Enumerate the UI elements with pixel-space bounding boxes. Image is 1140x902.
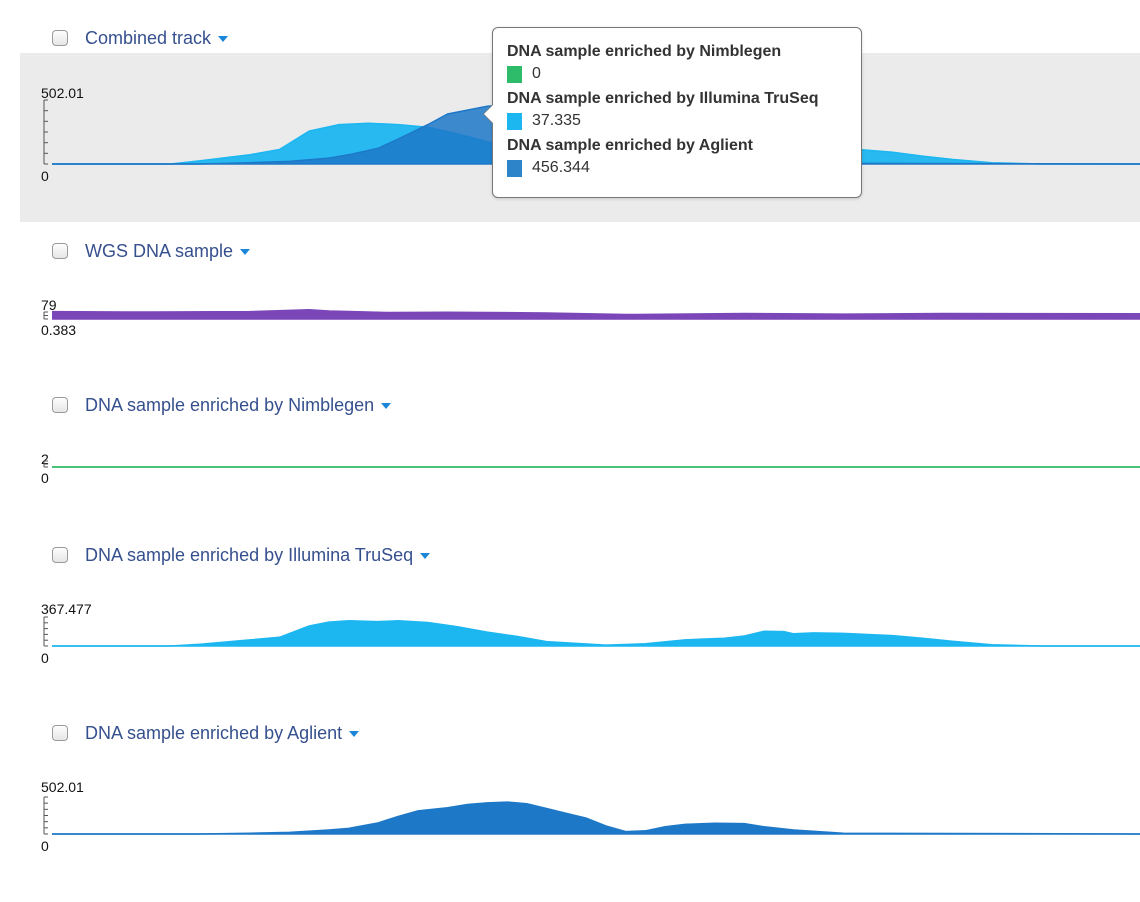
y-axis-min-label: 0 [41, 168, 49, 184]
aglient-track-plot[interactable] [0, 0, 1140, 860]
truseq-track-plot[interactable] [0, 0, 1140, 670]
tooltip-entry-value: 456.344 [532, 159, 590, 176]
tooltip-entry: DNA sample enriched by Aglient 456.344 [507, 136, 861, 180]
legend-swatch [507, 65, 522, 83]
series-area [52, 620, 1140, 646]
tooltip-entry: DNA sample enriched by Nimblegen 0 [507, 42, 861, 86]
y-axis-min-label: 0 [41, 470, 49, 486]
track-select-checkbox[interactable] [52, 547, 68, 563]
legend-swatch [507, 112, 522, 130]
wgs-track-plot[interactable] [0, 0, 1140, 360]
tooltip-entry-label: DNA sample enriched by Nimblegen [507, 43, 782, 60]
chevron-down-icon[interactable] [240, 249, 251, 255]
track-select-checkbox[interactable] [52, 30, 68, 46]
track-select-checkbox[interactable] [52, 725, 68, 741]
track-header-truseq: DNA sample enriched by Illumina TruSeq [52, 543, 431, 567]
tooltip-entry-value: 37.335 [532, 112, 581, 129]
y-axis-min-label: 0 [41, 838, 49, 854]
y-axis-max-label: 502.01 [41, 85, 84, 101]
track-header-wgs: WGS DNA sample [52, 239, 251, 263]
legend-swatch [507, 159, 522, 177]
y-axis-max-label: 2 [41, 451, 49, 467]
value-tooltip: DNA sample enriched by Nimblegen 0 DNA s… [483, 27, 862, 198]
y-axis-min-label: 0 [41, 651, 49, 663]
y-axis-min-label: 0.383 [41, 323, 77, 335]
y-axis [43, 311, 48, 320]
track-title[interactable]: DNA sample enriched by Nimblegen [85, 394, 375, 415]
y-axis [43, 616, 48, 647]
series-area [52, 123, 1140, 164]
y-axis-max-label: 79 [41, 297, 57, 313]
series-line [52, 619, 1140, 647]
series-line [52, 801, 1140, 835]
track-header-nimblegen: DNA sample enriched by Nimblegen [52, 393, 392, 417]
y-axis-max-label: 367.477 [41, 601, 92, 617]
track-select-checkbox[interactable] [52, 243, 68, 259]
track-header-aglient: DNA sample enriched by Aglient [52, 721, 360, 745]
tooltip-entry: DNA sample enriched by Illumina TruSeq 3… [507, 89, 861, 133]
track-title[interactable]: DNA sample enriched by Aglient [85, 722, 343, 743]
tooltip-entry-label: DNA sample enriched by Aglient [507, 137, 753, 154]
series-area [52, 802, 1140, 834]
y-axis-max-label: 502.01 [41, 779, 84, 795]
y-axis [43, 796, 48, 835]
track-title[interactable]: WGS DNA sample [85, 240, 234, 261]
chevron-down-icon[interactable] [420, 553, 431, 559]
track-title[interactable]: DNA sample enriched by Illumina TruSeq [85, 544, 414, 565]
tooltip-arrow-fill [484, 105, 493, 123]
series-line [51, 308, 1140, 317]
chevron-down-icon[interactable] [381, 403, 392, 409]
nimblegen-track-plot[interactable] [0, 0, 1140, 500]
track-select-checkbox[interactable] [52, 397, 68, 413]
track-title[interactable]: Combined track [85, 27, 212, 48]
chevron-down-icon[interactable] [349, 731, 360, 737]
y-axis [43, 99, 48, 165]
tooltip-entry-label: DNA sample enriched by Illumina TruSeq [507, 90, 819, 107]
tooltip-entry-value: 0 [532, 65, 541, 82]
track-header-combined: Combined track [52, 26, 229, 50]
y-axis [43, 460, 48, 468]
chevron-down-icon[interactable] [218, 36, 229, 42]
